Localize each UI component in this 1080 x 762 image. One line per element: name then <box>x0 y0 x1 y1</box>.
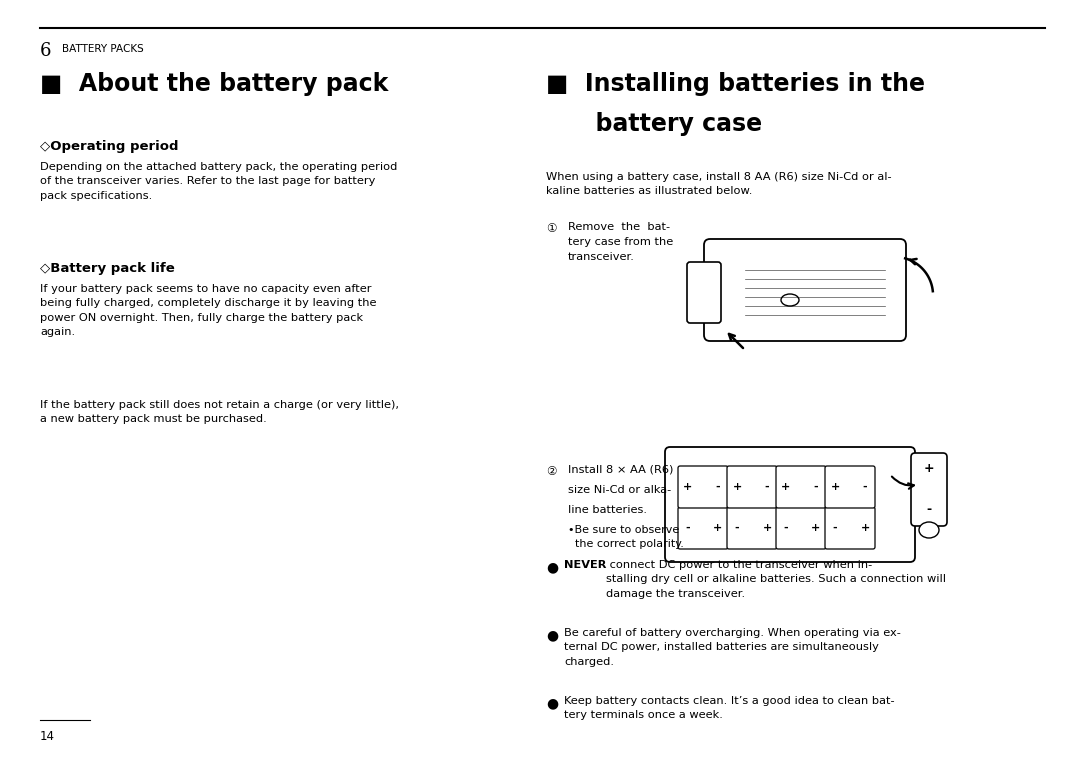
FancyBboxPatch shape <box>912 453 947 526</box>
Text: +: + <box>923 463 934 475</box>
Text: ①: ① <box>546 222 556 235</box>
Text: ■  About the battery pack: ■ About the battery pack <box>40 72 389 96</box>
Text: -: - <box>863 482 867 492</box>
Text: ◇Battery pack life: ◇Battery pack life <box>40 262 175 275</box>
Text: -: - <box>833 523 837 533</box>
Text: +: + <box>811 523 821 533</box>
Text: Remove  the  bat-
tery case from the
transceiver.: Remove the bat- tery case from the trans… <box>568 222 673 262</box>
Text: -: - <box>716 482 720 492</box>
FancyBboxPatch shape <box>727 466 777 508</box>
FancyBboxPatch shape <box>704 239 906 341</box>
Text: +: + <box>831 482 839 492</box>
Text: +: + <box>861 523 869 533</box>
Text: battery case: battery case <box>546 112 762 136</box>
Text: line batteries.: line batteries. <box>568 505 647 515</box>
Text: -: - <box>927 504 932 517</box>
Text: NEVER: NEVER <box>564 560 606 570</box>
Text: •Be sure to observe
  the correct polarity.: •Be sure to observe the correct polarity… <box>568 525 684 549</box>
Text: Install 8 × AA (R6): Install 8 × AA (R6) <box>568 465 673 475</box>
Text: connect DC power to the transceiver when in-
stalling dry cell or alkaline batte: connect DC power to the transceiver when… <box>606 560 946 599</box>
Text: -: - <box>686 523 690 533</box>
Text: +: + <box>781 482 791 492</box>
Text: 6: 6 <box>40 42 52 60</box>
FancyBboxPatch shape <box>825 466 875 508</box>
Text: +: + <box>762 523 771 533</box>
Text: +: + <box>732 482 742 492</box>
Text: -: - <box>734 523 740 533</box>
FancyBboxPatch shape <box>825 507 875 549</box>
FancyBboxPatch shape <box>777 466 826 508</box>
Text: If the battery pack still does not retain a charge (or very little),
a new batte: If the battery pack still does not retai… <box>40 400 399 424</box>
Text: -: - <box>784 523 788 533</box>
Text: ◇Operating period: ◇Operating period <box>40 140 178 153</box>
Text: When using a battery case, install 8 AA (R6) size Ni-Cd or al-
kaline batteries : When using a battery case, install 8 AA … <box>546 172 892 197</box>
Text: Depending on the attached battery pack, the operating period
of the transceiver : Depending on the attached battery pack, … <box>40 162 397 201</box>
Text: Be careful of battery overcharging. When operating via ex-
ternal DC power, inst: Be careful of battery overcharging. When… <box>564 628 901 667</box>
FancyBboxPatch shape <box>678 507 728 549</box>
Text: If your battery pack seems to have no capacity even after
being fully charged, c: If your battery pack seems to have no ca… <box>40 284 377 338</box>
FancyBboxPatch shape <box>678 466 728 508</box>
Text: +: + <box>684 482 692 492</box>
Text: BATTERY PACKS: BATTERY PACKS <box>62 44 144 54</box>
Text: size Ni-Cd or alka-: size Ni-Cd or alka- <box>568 485 672 495</box>
Text: ●: ● <box>546 560 558 574</box>
Text: +: + <box>714 523 723 533</box>
Text: 14: 14 <box>40 730 55 743</box>
Text: Keep battery contacts clean. It’s a good idea to clean bat-
tery terminals once : Keep battery contacts clean. It’s a good… <box>564 696 894 720</box>
Text: -: - <box>813 482 819 492</box>
FancyBboxPatch shape <box>687 262 721 323</box>
FancyBboxPatch shape <box>665 447 915 562</box>
Text: ●: ● <box>546 628 558 642</box>
Text: -: - <box>765 482 769 492</box>
Text: ■  Installing batteries in the: ■ Installing batteries in the <box>546 72 924 96</box>
Ellipse shape <box>781 294 799 306</box>
Ellipse shape <box>919 522 939 538</box>
Text: ②: ② <box>546 465 556 478</box>
Text: ●: ● <box>546 696 558 710</box>
FancyBboxPatch shape <box>777 507 826 549</box>
FancyBboxPatch shape <box>727 507 777 549</box>
